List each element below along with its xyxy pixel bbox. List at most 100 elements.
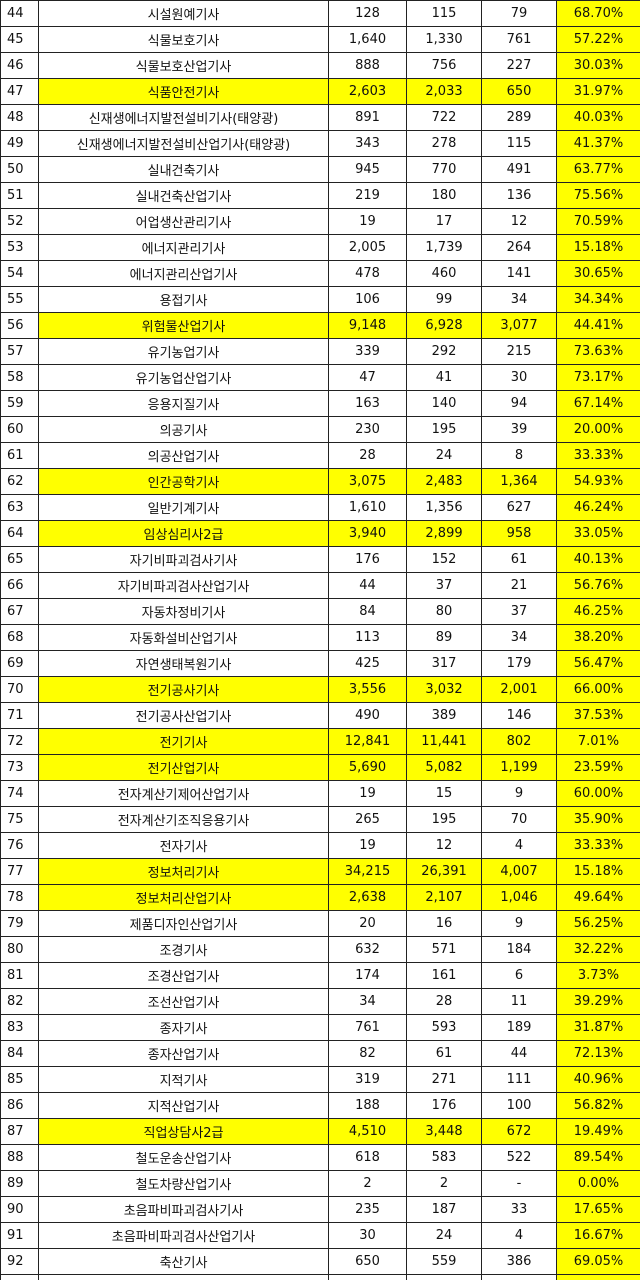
- row-number: 87: [0, 1118, 39, 1145]
- pass-rate: 73.63%: [556, 338, 640, 365]
- applicants: 19: [328, 208, 407, 235]
- table-row: 75 전자계산기조직응용기사 265 195 70 35.90%: [0, 806, 640, 833]
- row-number: 54: [0, 260, 39, 287]
- cert-name: 자기비파괴검사기사: [38, 546, 329, 573]
- cert-name: 지적산업기사: [38, 1092, 329, 1119]
- cert-name: 신재생에너지발전설비기사(태양광): [38, 104, 329, 131]
- row-number: 89: [0, 1170, 39, 1197]
- row-number: 56: [0, 312, 39, 339]
- takers: 5,082: [406, 754, 482, 781]
- takers: 80: [406, 598, 482, 625]
- cert-name: 조선산업기사: [38, 988, 329, 1015]
- takers: 278: [406, 130, 482, 157]
- takers: 6,928: [406, 312, 482, 339]
- cert-name: 자동차정비기사: [38, 598, 329, 625]
- passers: 9: [481, 910, 557, 937]
- row-number: 47: [0, 78, 39, 105]
- empty-cell: [328, 1274, 407, 1280]
- applicants: 106: [328, 286, 407, 313]
- pass-rate: 72.13%: [556, 1040, 640, 1067]
- applicants: 47: [328, 364, 407, 391]
- cert-name: 종자기사: [38, 1014, 329, 1041]
- cert-name: 식물보호기사: [38, 26, 329, 53]
- row-number: 64: [0, 520, 39, 547]
- applicants: 113: [328, 624, 407, 651]
- pass-rate: 19.49%: [556, 1118, 640, 1145]
- cert-name: 전기산업기사: [38, 754, 329, 781]
- applicants: 5,690: [328, 754, 407, 781]
- passers: 30: [481, 364, 557, 391]
- takers: 756: [406, 52, 482, 79]
- pass-rate: 56.82%: [556, 1092, 640, 1119]
- pass-rate: 63.77%: [556, 156, 640, 183]
- cert-name: 용접기사: [38, 286, 329, 313]
- takers: 271: [406, 1066, 482, 1093]
- takers: 15: [406, 780, 482, 807]
- pass-rate: 75.56%: [556, 182, 640, 209]
- pass-rate: 70.59%: [556, 208, 640, 235]
- passers: 8: [481, 442, 557, 469]
- passers: 264: [481, 234, 557, 261]
- takers: 1,739: [406, 234, 482, 261]
- applicants: 163: [328, 390, 407, 417]
- row-number: 90: [0, 1196, 39, 1223]
- row-number: 76: [0, 832, 39, 859]
- applicants: 235: [328, 1196, 407, 1223]
- applicants: 219: [328, 182, 407, 209]
- row-number: 48: [0, 104, 39, 131]
- pass-rate: 38.20%: [556, 624, 640, 651]
- passers: 958: [481, 520, 557, 547]
- pass-rate: 30.65%: [556, 260, 640, 287]
- row-number: 85: [0, 1066, 39, 1093]
- passers: 650: [481, 78, 557, 105]
- applicants: 490: [328, 702, 407, 729]
- takers: 12: [406, 832, 482, 859]
- table-row: 85 지적기사 319 271 111 40.96%: [0, 1066, 640, 1093]
- takers: 195: [406, 806, 482, 833]
- row-number: 46: [0, 52, 39, 79]
- pass-rate: 31.87%: [556, 1014, 640, 1041]
- takers: 389: [406, 702, 482, 729]
- passers: 94: [481, 390, 557, 417]
- table-row: 89 철도차량산업기사 2 2-0.00%: [0, 1170, 640, 1197]
- cert-name: 자동화설비산업기사: [38, 624, 329, 651]
- applicants: 188: [328, 1092, 407, 1119]
- takers: 28: [406, 988, 482, 1015]
- takers: 89: [406, 624, 482, 651]
- row-number: 68: [0, 624, 39, 651]
- takers: 26,391: [406, 858, 482, 885]
- pass-rate: 60.00%: [556, 780, 640, 807]
- takers: 2,033: [406, 78, 482, 105]
- pass-rate: 34.34%: [556, 286, 640, 313]
- table-row: 47 식품안전기사 2,603 2,033 650 31.97%: [0, 78, 640, 105]
- table-row: 88 철도운송산업기사 618 583 522 89.54%: [0, 1144, 640, 1171]
- pass-rate: 68.70%: [556, 0, 640, 27]
- applicants: 1,610: [328, 494, 407, 521]
- row-number: 86: [0, 1092, 39, 1119]
- pass-rate: 0.00%: [556, 1170, 640, 1197]
- applicants: 265: [328, 806, 407, 833]
- empty-cell: [38, 1274, 329, 1280]
- pass-rate: 54.93%: [556, 468, 640, 495]
- pass-rate: 69.05%: [556, 1248, 640, 1275]
- cert-name: 실내건축기사: [38, 156, 329, 183]
- passers: 227: [481, 52, 557, 79]
- cert-name: 전기공사산업기사: [38, 702, 329, 729]
- applicants: 34: [328, 988, 407, 1015]
- table-row: 63 일반기계기사 1,610 1,356 627 46.24%: [0, 494, 640, 521]
- applicants: 945: [328, 156, 407, 183]
- pass-rate: 31.97%: [556, 78, 640, 105]
- takers: 161: [406, 962, 482, 989]
- pass-rate: 40.13%: [556, 546, 640, 573]
- table-row: 56 위험물산업기사 9,148 6,928 3,077 44.41%: [0, 312, 640, 339]
- cert-name: 에너지관리산업기사: [38, 260, 329, 287]
- table-row: 77 정보처리기사 34,215 26,391 4,007 15.18%: [0, 858, 640, 885]
- table-row: 58 유기농업산업기사 47 41 30 73.17%: [0, 364, 640, 391]
- passers: 672: [481, 1118, 557, 1145]
- row-number: 49: [0, 130, 39, 157]
- applicants: 4,510: [328, 1118, 407, 1145]
- passers: 44: [481, 1040, 557, 1067]
- table-row: 50 실내건축기사 945 770 491 63.77%: [0, 156, 640, 183]
